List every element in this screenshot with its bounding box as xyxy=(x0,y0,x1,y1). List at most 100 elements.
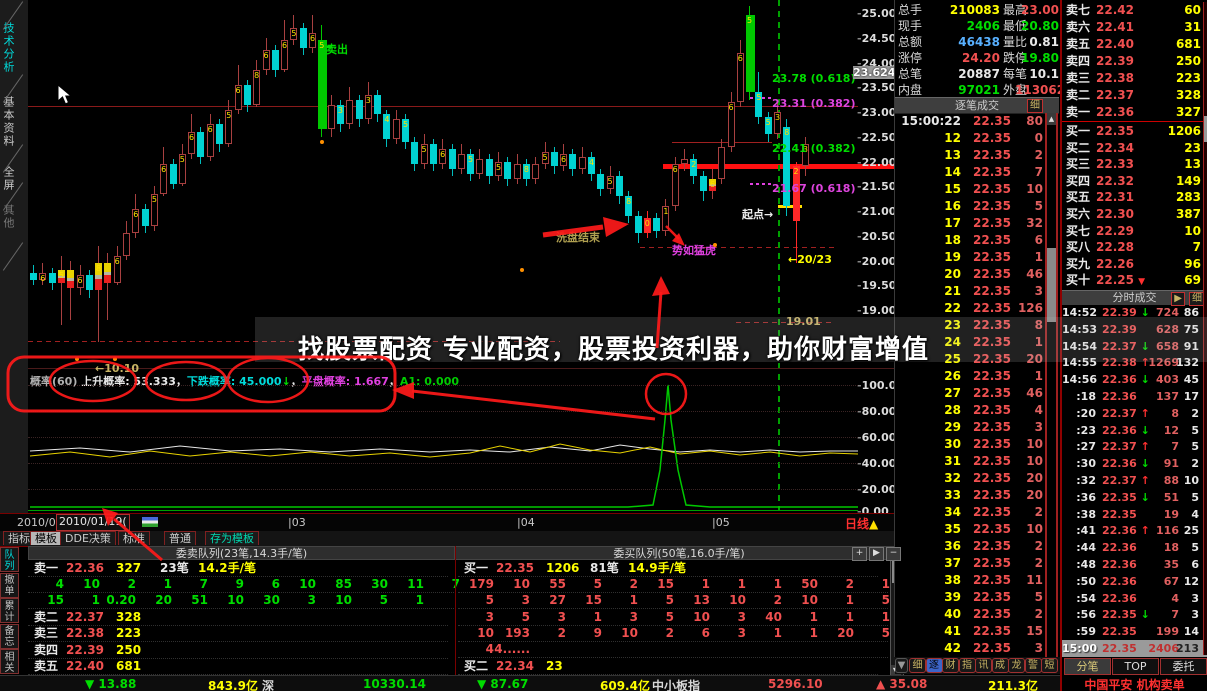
candle-37[interactable] xyxy=(374,94,382,115)
tick-detail-button[interactable]: 细 xyxy=(1189,292,1205,306)
sidebar-item-1[interactable]: 基本资料 xyxy=(2,96,15,148)
candle-2[interactable] xyxy=(48,272,56,283)
right-scrollbar[interactable] xyxy=(1203,2,1207,655)
candle-31[interactable] xyxy=(318,40,328,130)
tick-row[interactable]: 14:55 22.38 ↑ 1269 132 xyxy=(1062,356,1199,370)
queue-btn-2[interactable]: − xyxy=(886,547,901,561)
tape-row[interactable]: 34 22.35 2 xyxy=(944,505,1043,519)
tab-存为模板[interactable]: 存为模板 xyxy=(205,531,259,545)
tape-row[interactable]: 39 22.35 5 xyxy=(944,590,1043,604)
scroll-up-arrow[interactable]: ▲ xyxy=(1047,113,1056,125)
candle-14[interactable] xyxy=(160,163,168,194)
candle-81[interactable] xyxy=(783,126,791,207)
sell-level-卖五[interactable]: 卖五 22.40 681 xyxy=(1066,37,1201,51)
candle-67[interactable] xyxy=(653,218,661,231)
scroll-down-arrow[interactable]: ▼ xyxy=(895,658,908,673)
candle-54[interactable] xyxy=(532,163,540,179)
tick-row[interactable]: :48 22.36 35 6 xyxy=(1076,558,1199,571)
tab-普通[interactable]: 普通 xyxy=(164,531,196,545)
candle-52[interactable] xyxy=(513,163,521,179)
candle-3[interactable] xyxy=(57,270,65,283)
tape-scrollbar[interactable]: ▲ xyxy=(1045,113,1058,657)
sell-level-卖六[interactable]: 卖六 22.41 31 xyxy=(1066,20,1201,34)
candle-1[interactable] xyxy=(39,272,47,281)
tape-row[interactable]: 42 22.35 3 xyxy=(944,641,1043,655)
tick-row[interactable]: :32 22.37 ↑ 88 10 xyxy=(1076,474,1199,487)
tape-row[interactable]: 19 22.35 1 xyxy=(944,250,1043,264)
tick-row[interactable]: :30 22.36 ↓ 91 2 xyxy=(1076,457,1199,471)
sell-level-卖一[interactable]: 卖一 22.36 327 xyxy=(1066,105,1201,119)
buy-level-买五[interactable]: 买五 22.31 283 xyxy=(1066,190,1201,205)
candle-58[interactable] xyxy=(569,154,577,169)
side-tab-累计[interactable]: 累计 xyxy=(0,598,19,623)
candle-77[interactable] xyxy=(746,15,756,93)
tape-row[interactable]: 26 22.35 1 xyxy=(944,369,1043,383)
candle-25[interactable] xyxy=(262,50,270,70)
candle-36[interactable] xyxy=(364,94,372,120)
sell-level-卖三[interactable]: 卖三 22.38 223 xyxy=(1066,71,1201,85)
tape-row[interactable]: 21 22.35 3 xyxy=(944,284,1043,298)
candle-12[interactable] xyxy=(141,208,149,226)
tape-row[interactable]: 36 22.35 2 xyxy=(944,539,1043,553)
tape-row[interactable]: 22 22.35 126 xyxy=(944,301,1043,315)
tick-row[interactable]: 14:56 22.36 ↓ 403 45 xyxy=(1062,373,1199,387)
tick-row[interactable]: :44 22.36 18 5 xyxy=(1076,541,1199,555)
candle-79[interactable] xyxy=(764,116,772,135)
candle-33[interactable] xyxy=(336,104,344,125)
candle-66[interactable] xyxy=(643,218,651,234)
candle-63[interactable] xyxy=(615,176,623,197)
candle-8[interactable] xyxy=(104,262,112,283)
side-tab-队列[interactable]: 队列 xyxy=(0,547,19,572)
tick-row[interactable]: :59 22.35 199 14 xyxy=(1076,625,1199,639)
candle-22[interactable] xyxy=(234,84,242,110)
candle-59[interactable] xyxy=(578,156,586,169)
tape-row[interactable]: 20 22.35 46 xyxy=(944,267,1043,281)
mini-tab-逐[interactable]: 逐 xyxy=(925,658,943,673)
period-arrow-icon[interactable]: ▲ xyxy=(869,517,879,531)
candle-80[interactable] xyxy=(774,112,781,135)
candle-71[interactable] xyxy=(690,159,698,177)
buy-level-买八[interactable]: 买八 22.28 7 xyxy=(1066,240,1201,255)
tape-row[interactable]: 33 22.35 20 xyxy=(944,488,1043,502)
tape-row[interactable]: 16 22.35 5 xyxy=(944,199,1043,213)
candle-6[interactable] xyxy=(85,275,93,291)
candle-44[interactable] xyxy=(439,149,447,164)
candle-24[interactable] xyxy=(253,69,261,105)
candle-51[interactable] xyxy=(504,161,512,179)
tape-row[interactable]: 15:00:22 22.35 80 xyxy=(901,114,1043,128)
tick-row[interactable]: :18 22.36 137 17 xyxy=(1076,390,1199,403)
candle-55[interactable] xyxy=(541,151,549,164)
candle-32[interactable] xyxy=(327,104,335,130)
tape-row[interactable]: 23 22.35 8 xyxy=(944,318,1043,332)
tape-row[interactable]: 27 22.35 46 xyxy=(944,386,1043,400)
queue-level-row[interactable]: 卖一 22.36 327 23笔 14.2手/笔 xyxy=(28,560,448,577)
candle-10[interactable] xyxy=(123,233,130,256)
candle-41[interactable] xyxy=(411,141,419,164)
tick-row[interactable]: :38 22.35 19 4 xyxy=(1076,507,1199,521)
candle-9[interactable] xyxy=(113,255,121,283)
tick-play-button[interactable]: ▶ xyxy=(1171,292,1185,306)
tape-row[interactable]: 31 22.35 10 xyxy=(944,454,1043,468)
candle-70[interactable] xyxy=(681,159,688,164)
tick-tab-TOP[interactable]: TOP xyxy=(1112,658,1159,675)
side-tab-相关[interactable]: 相关 xyxy=(0,649,19,674)
queue-level-row[interactable]: 买一 22.35 1206 81笔 14.9手/笔 xyxy=(458,560,878,577)
tick-row[interactable]: 15:00 22.35 2406 213 xyxy=(1062,640,1207,657)
sidebar-item-2[interactable]: 全屏 xyxy=(2,166,15,192)
queue-btn-0[interactable]: + xyxy=(852,547,867,561)
candle-15[interactable] xyxy=(169,163,177,184)
selected-date[interactable]: 2010/01/19( xyxy=(56,514,130,531)
candle-47[interactable] xyxy=(467,154,475,174)
buy-level-买六[interactable]: 买六 22.30 387 xyxy=(1066,207,1201,221)
tape-detail-button[interactable]: 细 xyxy=(1027,99,1043,113)
candle-69[interactable] xyxy=(671,163,679,207)
mini-tab-指[interactable]: 指 xyxy=(958,658,976,673)
candle-20[interactable] xyxy=(216,124,223,145)
queue-level-row[interactable]: 卖五 22.40 681 xyxy=(28,658,448,675)
tape-row[interactable]: 12 22.35 0 xyxy=(944,131,1043,145)
tape-row[interactable]: 40 22.35 2 xyxy=(944,607,1043,621)
tape-row[interactable]: 15 22.35 10 xyxy=(944,182,1043,196)
candle-64[interactable] xyxy=(625,196,633,216)
candle-13[interactable] xyxy=(150,193,158,226)
